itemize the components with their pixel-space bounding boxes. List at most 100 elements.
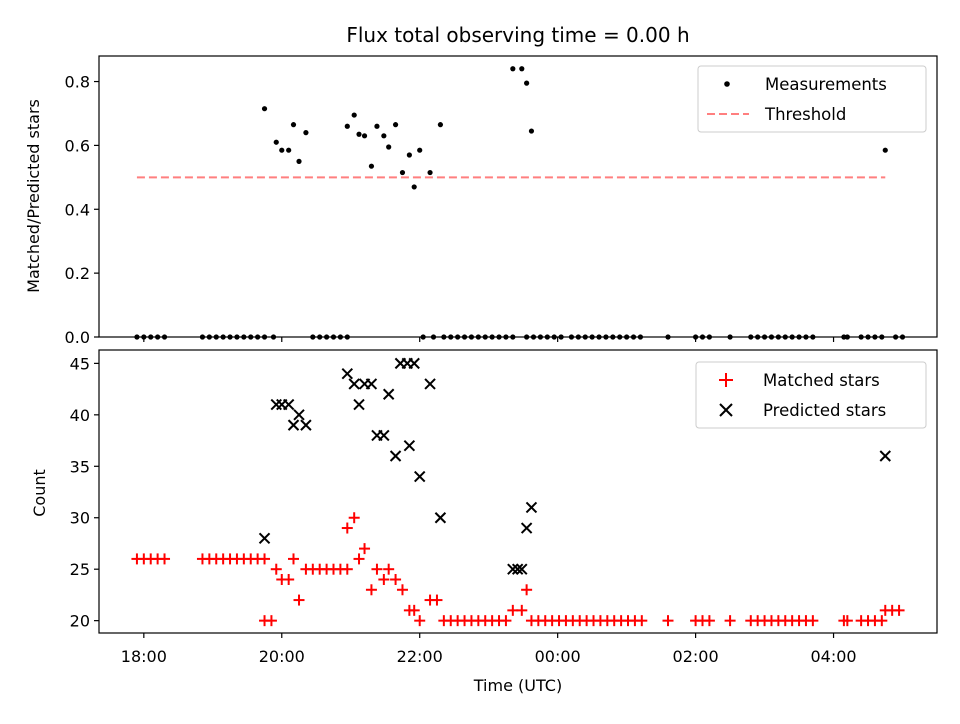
predicted-stars-point bbox=[293, 409, 305, 421]
measurement-point bbox=[290, 122, 297, 128]
measurement-point bbox=[392, 122, 399, 128]
x-tick-label: 04:00 bbox=[810, 647, 856, 666]
matched-stars-point bbox=[841, 615, 853, 627]
measurement-point bbox=[368, 163, 375, 169]
bottom-y-tick-label: 25 bbox=[70, 560, 90, 579]
measurement-point bbox=[524, 80, 530, 86]
top-axes-frame bbox=[98, 55, 938, 338]
matched-stars-point bbox=[703, 615, 715, 627]
measurement-point bbox=[510, 66, 516, 72]
predicted-stars-point bbox=[378, 429, 390, 442]
measurement-point bbox=[344, 123, 350, 129]
matched-stars-point bbox=[724, 615, 736, 627]
measurement-point bbox=[296, 158, 302, 164]
predicted-stars-point bbox=[525, 501, 538, 514]
predicted-stars-point bbox=[424, 378, 436, 390]
predicted-stars-point bbox=[365, 378, 378, 390]
measurement-point bbox=[279, 147, 285, 153]
top-marks bbox=[134, 66, 906, 340]
top-y-tick-label: 0.6 bbox=[65, 136, 90, 155]
measurement-point bbox=[437, 122, 444, 128]
bottom-y-tick-label: 40 bbox=[70, 406, 90, 425]
measurement-point bbox=[356, 131, 362, 137]
bottom-y-tick-label: 30 bbox=[70, 509, 90, 528]
matched-stars-point bbox=[259, 553, 271, 565]
bottom-marks bbox=[131, 357, 905, 627]
chart-title: Flux total observing time = 0.00 h bbox=[346, 23, 689, 47]
bottom-y-tick-label: 20 bbox=[70, 612, 90, 631]
measurement-point bbox=[381, 133, 387, 139]
matched-stars-point bbox=[408, 604, 420, 616]
matched-stars-point bbox=[378, 573, 390, 585]
predicted-stars-point bbox=[403, 439, 416, 452]
bottom-axes-frame bbox=[98, 349, 938, 634]
top-panel: 0.0 0.2 0.4 0.6 0.8 bbox=[65, 55, 938, 347]
matched-stars-point bbox=[341, 522, 353, 534]
predicted-stars-point bbox=[389, 450, 402, 462]
predicted-stars-point bbox=[287, 419, 300, 431]
predicted-stars-point bbox=[258, 532, 271, 545]
predicted-stars-point bbox=[300, 419, 312, 431]
bottom-legend: Matched stars Predicted stars bbox=[695, 361, 927, 429]
top-y-tick-label: 0.8 bbox=[65, 73, 90, 92]
legend-predicted-label: Predicted stars bbox=[763, 401, 886, 420]
bottom-y-tick-label: 35 bbox=[70, 457, 90, 476]
bottom-y-tick-label: 45 bbox=[70, 354, 90, 373]
top-legend: Measurements Threshold bbox=[697, 65, 927, 133]
measurement-point bbox=[417, 147, 423, 153]
legend-measurements-label: Measurements bbox=[765, 75, 887, 94]
matched-stars-point bbox=[500, 615, 512, 627]
x-tick-label: 22:00 bbox=[397, 647, 443, 666]
top-y-axis-label: Matched/Predicted stars bbox=[24, 99, 43, 293]
measurement-point bbox=[273, 139, 279, 145]
predicted-stars-point bbox=[516, 563, 528, 575]
matched-stars-point bbox=[348, 512, 360, 524]
matched-stars-point bbox=[371, 563, 383, 575]
matched-stars-point bbox=[341, 563, 353, 575]
bottom-y-axis-label: Count bbox=[30, 469, 49, 517]
predicted-stars-point bbox=[353, 398, 365, 411]
measurement-point bbox=[261, 106, 268, 112]
predicted-stars-point bbox=[511, 563, 524, 575]
legend-measurements-marker bbox=[724, 81, 730, 87]
measurement-point bbox=[519, 66, 525, 72]
matched-stars-point bbox=[662, 615, 674, 627]
measurement-point bbox=[427, 169, 433, 176]
matched-stars-point bbox=[383, 563, 395, 575]
measurement-point bbox=[374, 123, 380, 129]
predicted-stars-point bbox=[414, 470, 426, 483]
measurement-point bbox=[303, 130, 309, 136]
measurement-point bbox=[361, 133, 368, 139]
measurement-point bbox=[528, 128, 535, 134]
predicted-stars-point bbox=[879, 450, 891, 462]
measurement-point bbox=[386, 144, 392, 150]
matched-stars-point bbox=[893, 604, 905, 616]
matched-stars-point bbox=[359, 543, 371, 555]
x-axis-label: Time (UTC) bbox=[473, 676, 562, 695]
top-y-tick-label: 0.0 bbox=[65, 328, 90, 347]
predicted-stars-point bbox=[507, 563, 519, 575]
predicted-stars-point bbox=[382, 388, 395, 400]
top-y-tick-label: 0.4 bbox=[65, 200, 90, 219]
matched-stars-point bbox=[265, 615, 277, 627]
matched-stars-point bbox=[636, 615, 648, 627]
measurement-point bbox=[286, 147, 292, 153]
matched-stars-point bbox=[431, 594, 443, 606]
measurement-point bbox=[399, 169, 406, 176]
predicted-stars-point bbox=[434, 512, 447, 524]
predicted-stars-point bbox=[408, 357, 420, 370]
matched-stars-point bbox=[414, 615, 426, 627]
predicted-stars-point bbox=[520, 522, 533, 534]
matched-stars-point bbox=[365, 584, 377, 596]
matched-stars-point bbox=[283, 573, 295, 585]
matched-stars-point bbox=[270, 563, 282, 575]
matched-stars-point bbox=[807, 615, 819, 627]
bottom-panel: 20 25 30 35 40 45 18:00 20:00 22:00 00:00 02:00 04:… bbox=[70, 349, 938, 666]
matched-stars-point bbox=[353, 553, 365, 565]
legend-threshold-label: Threshold bbox=[764, 105, 846, 124]
x-tick-label: 18:00 bbox=[121, 647, 167, 666]
matched-stars-point bbox=[516, 604, 528, 616]
x-tick-label: 00:00 bbox=[535, 647, 581, 666]
matched-stars-point bbox=[521, 584, 533, 596]
